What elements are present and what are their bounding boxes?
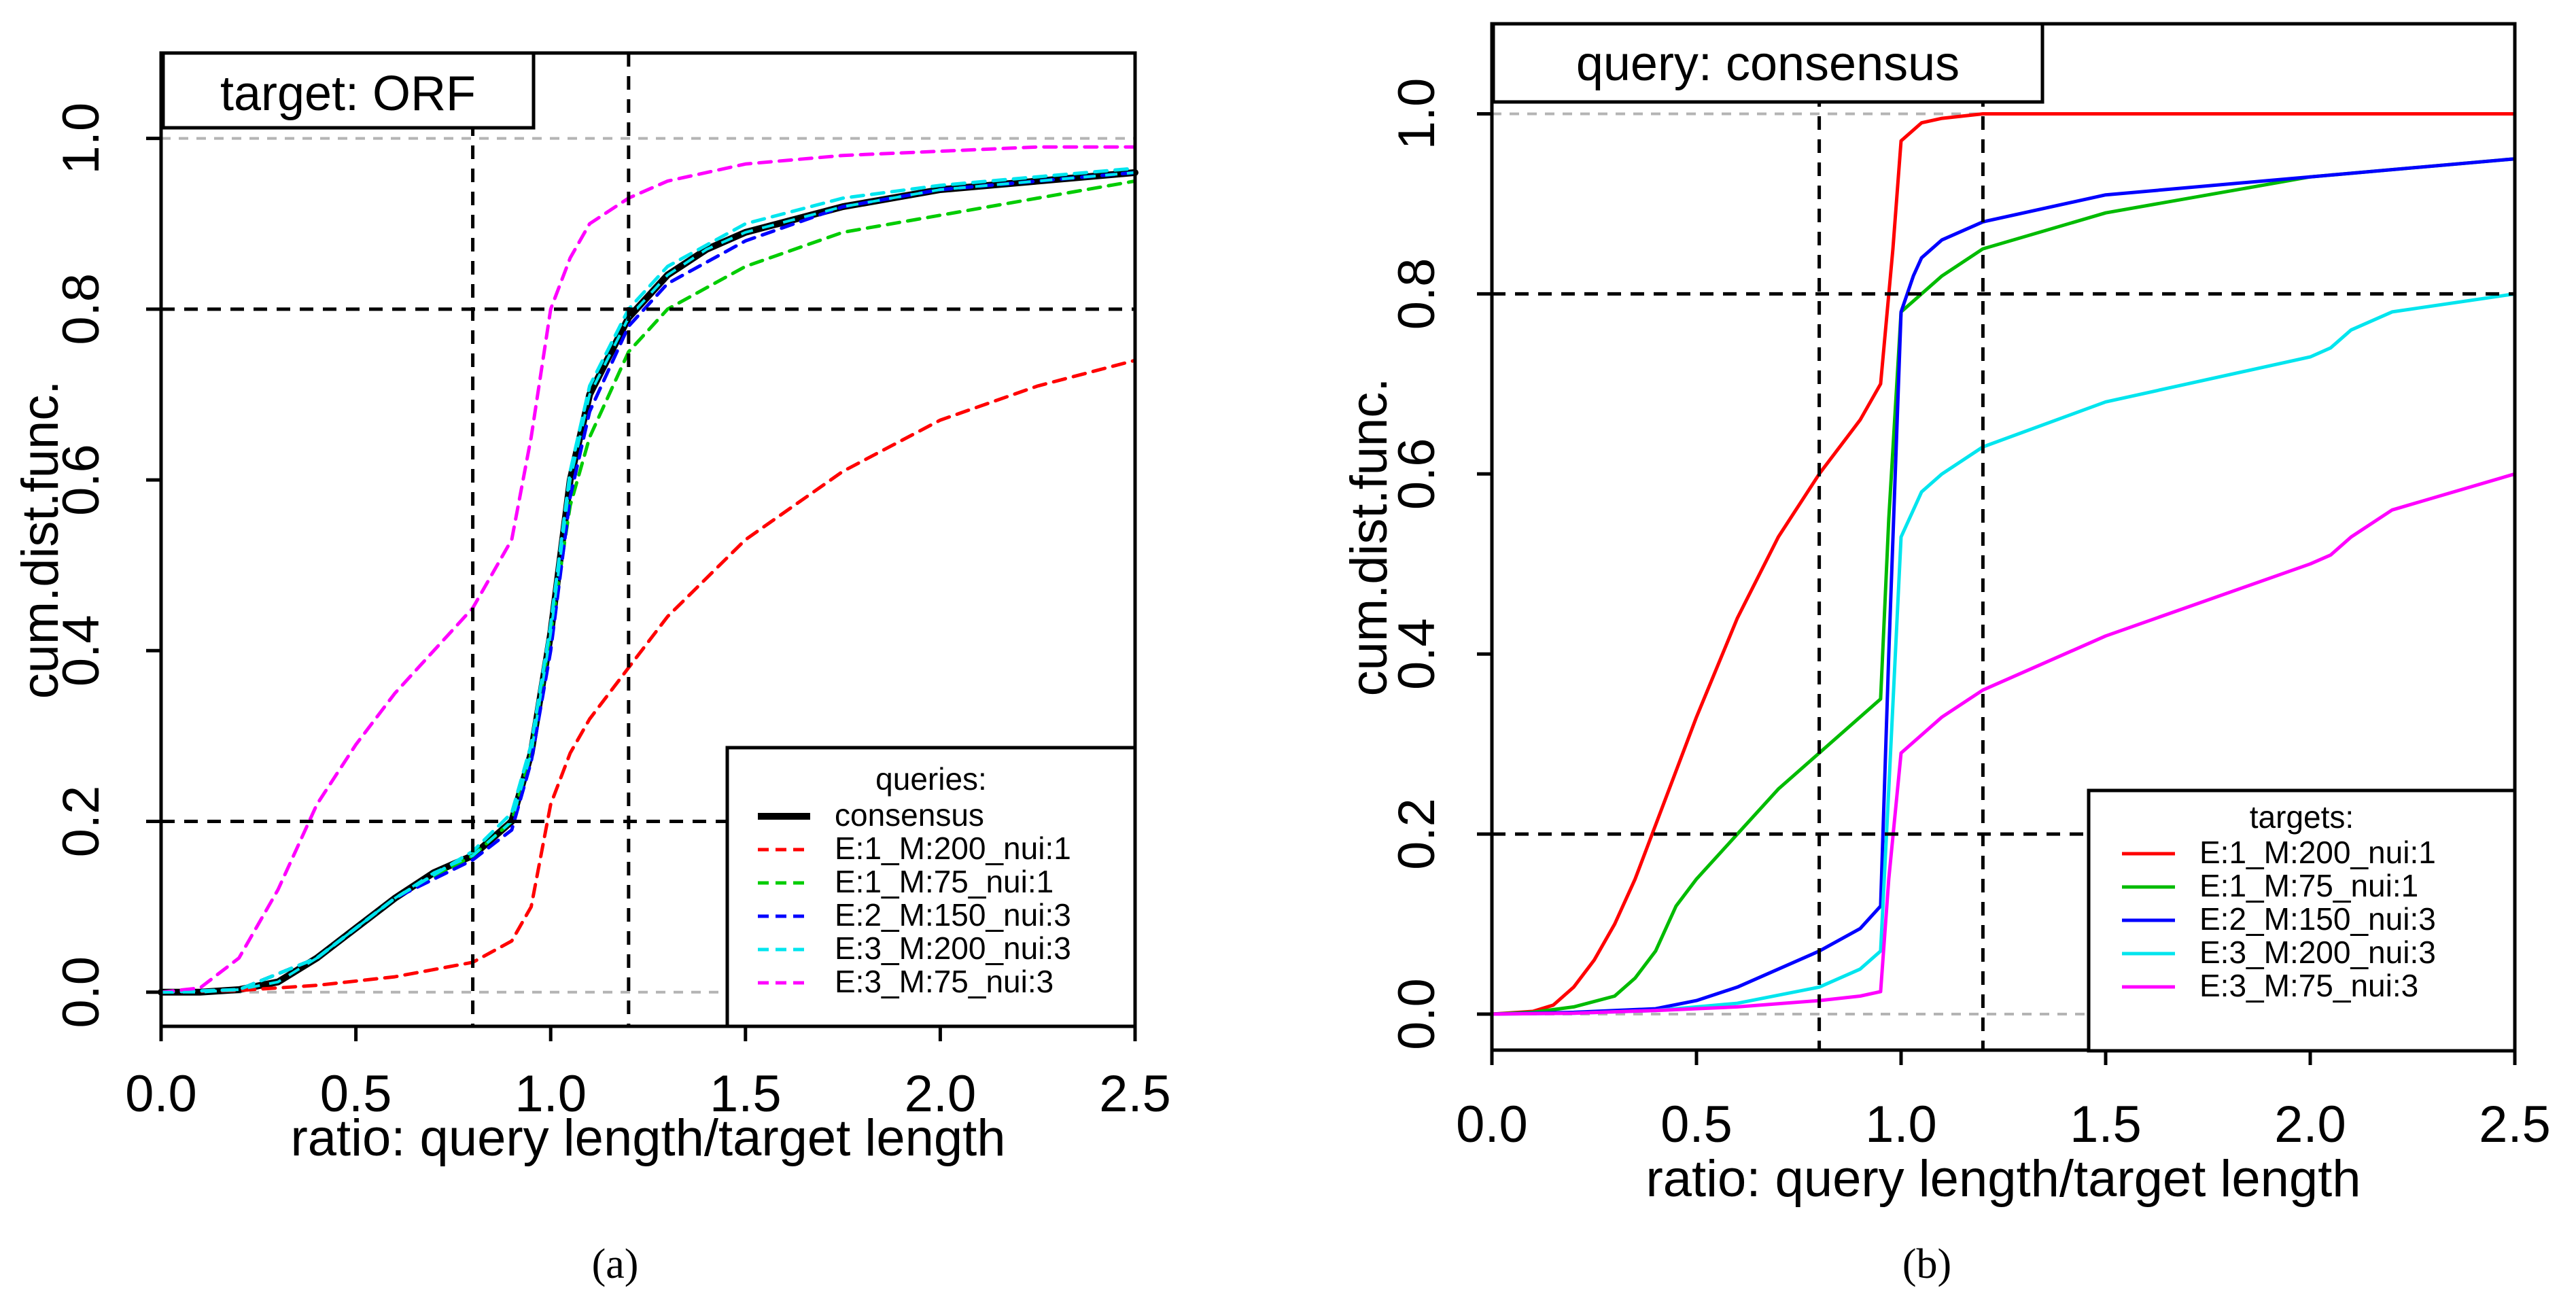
legend-label-4: E:3_M:75_nui:3 <box>2199 968 2418 1003</box>
series-line-2 <box>1490 157 2517 1016</box>
x-tick-label: 0.5 <box>320 1065 392 1123</box>
series-line-0 <box>1490 112 2517 1016</box>
x-tick-label: 2.0 <box>2274 1096 2346 1153</box>
chart-title: target: ORF <box>220 67 476 121</box>
y-tick-label: 0.4 <box>52 614 110 686</box>
title-box <box>1491 22 2044 104</box>
series-line-1 <box>159 358 1137 994</box>
x-tick-label: 2.5 <box>1099 1065 1171 1123</box>
series-line-3 <box>1490 292 2517 1016</box>
x-axis-label: ratio: query length/target length <box>1646 1150 2361 1208</box>
y-tick-label: 0.2 <box>1388 798 1446 870</box>
legend-label-3: E:3_M:200_nui:3 <box>2199 935 2436 970</box>
y-tick-label: 0.8 <box>52 273 110 345</box>
legend-label-2: E:2_M:150_nui:3 <box>2199 901 2436 937</box>
series-overlay-dash <box>161 171 1136 994</box>
legend-label-4: E:3_M:200_nui:3 <box>835 930 1071 966</box>
y-tick-label: 0.0 <box>1388 978 1446 1050</box>
chart-panel-a: (a) 0.0 0.5 1.0 1.5 2.0 2.5 0.0 0.2 0.4 0.6 0.8 1.0… <box>12 51 1171 1287</box>
chart-title: query: consensus <box>1576 37 1960 91</box>
legend-label-1: E:1_M:200_nui:1 <box>835 831 1071 866</box>
legend-label-3: E:2_M:150_nui:3 <box>835 897 1071 933</box>
series-line-4 <box>1490 472 2517 1016</box>
caption-b: (b) <box>1902 1241 1951 1287</box>
caption-a: (a) <box>592 1241 639 1287</box>
y-tick-label: 1.0 <box>52 103 110 175</box>
x-tick-label: 1.5 <box>710 1065 782 1123</box>
x-tick-label: 1.5 <box>2070 1096 2142 1153</box>
legend-title: targets: <box>2250 799 2354 835</box>
legend-label-0: consensus <box>835 797 984 833</box>
y-tick-label: 0.6 <box>1388 438 1446 510</box>
x-tick-label: 2.0 <box>905 1065 977 1123</box>
x-tick-label: 0.0 <box>125 1065 197 1123</box>
y-tick-label: 0.2 <box>52 786 110 858</box>
series-line-5 <box>159 145 1137 994</box>
y-axis-label: cum.dist.func. <box>12 381 69 699</box>
plot-frame <box>159 51 1137 1028</box>
title-box <box>161 51 536 130</box>
x-tick-label: 0.5 <box>1660 1096 1733 1153</box>
y-tick-label: 1.0 <box>1388 78 1446 150</box>
legend-label-1: E:1_M:75_nui:1 <box>2199 868 2418 903</box>
legend-label-0: E:1_M:200_nui:1 <box>2199 835 2436 870</box>
legend-box <box>725 746 1137 1028</box>
chart-panel-b: (b) 0.0 0.5 1.0 1.5 2.0 2.5 0.0 0.2 0.4 0.6 0.8 1.0… <box>1340 22 2551 1287</box>
y-axis-label: cum.dist.func. <box>1340 378 1398 697</box>
legend-title: queries: <box>875 761 987 797</box>
x-tick-label: 1.0 <box>1865 1096 1937 1153</box>
y-tick-label: 0.4 <box>1388 618 1446 690</box>
y-tick-label: 0.8 <box>1388 258 1446 330</box>
x-tick-label: 1.0 <box>515 1065 587 1123</box>
y-tick-label: 0.0 <box>52 956 110 1028</box>
x-tick-label: 2.5 <box>2479 1096 2551 1153</box>
legend-label-2: E:1_M:75_nui:1 <box>835 864 1054 899</box>
x-tick-label: 0.0 <box>1456 1096 1528 1153</box>
legend-label-5: E:3_M:75_nui:3 <box>835 964 1054 999</box>
y-tick-label: 0.6 <box>52 444 110 516</box>
x-axis-label: ratio: query length/target length <box>290 1109 1005 1167</box>
